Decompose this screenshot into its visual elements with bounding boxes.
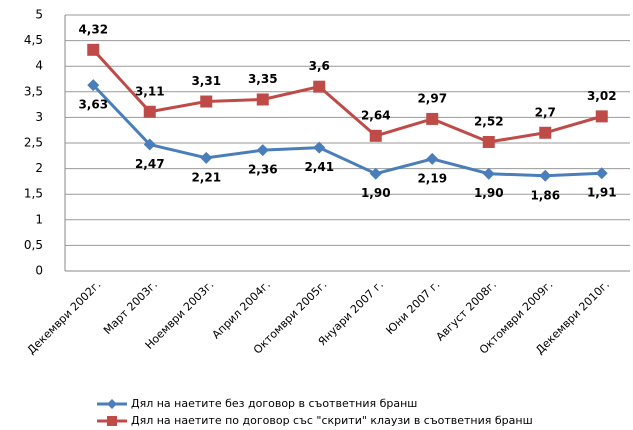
marker xyxy=(595,167,608,180)
x-tick-label: Август 2008г. xyxy=(434,278,499,343)
x-tick-label: Юни 2007 г. xyxy=(383,278,442,337)
data-label: 2,52 xyxy=(474,114,504,128)
data-label: 1,86 xyxy=(530,188,560,202)
legend-label: Дял на наетите без договор в съответния … xyxy=(131,397,417,410)
series-line xyxy=(92,84,602,178)
marker xyxy=(426,152,439,165)
data-label: 2,19 xyxy=(417,171,447,185)
data-label: 3,63 xyxy=(78,98,108,112)
y-tick-label: 1 xyxy=(35,212,43,226)
y-tick-label: 2 xyxy=(35,161,43,175)
y-tick-label: 0,5 xyxy=(24,238,43,252)
data-label: 2,97 xyxy=(417,91,447,105)
data-label: 2,21 xyxy=(191,170,221,184)
x-tick-label: Март 2003г. xyxy=(101,278,160,337)
y-tick-label: 2,5 xyxy=(24,136,43,150)
marker xyxy=(313,80,326,93)
data-label: 2,64 xyxy=(361,108,391,122)
x-tick-label: Април 2004г. xyxy=(210,278,273,341)
marker xyxy=(482,135,495,148)
data-label: 1,90 xyxy=(361,186,391,200)
data-label: 1,91 xyxy=(587,186,617,200)
legend-marker xyxy=(107,399,117,409)
data-label: 1,90 xyxy=(474,186,504,200)
y-tick-label: 0 xyxy=(35,264,43,278)
data-label: 3,11 xyxy=(135,84,165,98)
y-tick-label: 4 xyxy=(35,59,43,73)
x-tick-label: Декември 2002г. xyxy=(25,278,104,357)
y-tick-label: 1,5 xyxy=(24,187,43,201)
data-label: 4,32 xyxy=(78,22,108,36)
y-tick-label: 4,5 xyxy=(24,33,43,47)
y-tick-label: 5 xyxy=(35,8,43,22)
marker xyxy=(482,167,495,180)
data-label: 3,35 xyxy=(248,72,278,86)
data-label: 3,6 xyxy=(309,59,330,73)
marker xyxy=(256,144,269,157)
marker xyxy=(313,141,326,154)
marker xyxy=(143,105,156,118)
data-label: 2,47 xyxy=(135,157,165,171)
marker xyxy=(369,167,382,180)
legend-marker xyxy=(107,416,117,426)
data-label: 2,41 xyxy=(304,160,334,174)
data-label: 2,36 xyxy=(248,163,278,177)
data-label: 2,7 xyxy=(535,105,556,119)
marker xyxy=(426,112,439,125)
data-label: 3,31 xyxy=(191,74,221,88)
marker xyxy=(200,151,213,164)
marker xyxy=(595,110,608,123)
marker xyxy=(87,79,100,92)
marker xyxy=(369,129,382,142)
marker xyxy=(256,93,269,106)
y-tick-label: 3 xyxy=(35,110,43,124)
marker xyxy=(539,126,552,139)
legend-label: Дял на наетите по договор със "скрити" к… xyxy=(131,414,533,427)
marker xyxy=(539,169,552,182)
marker xyxy=(200,95,213,108)
series-line xyxy=(92,48,603,144)
marker xyxy=(87,43,100,56)
y-tick-label: 3,5 xyxy=(24,84,43,98)
marker xyxy=(143,138,156,151)
data-label: 3,02 xyxy=(587,89,617,103)
